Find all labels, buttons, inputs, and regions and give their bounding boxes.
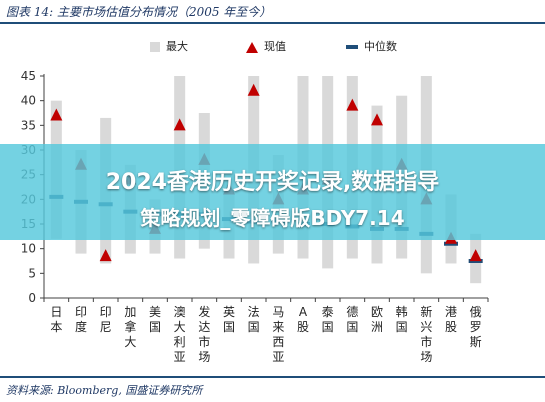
category-label: 大 <box>174 320 186 334</box>
category-label: 股 <box>445 320 457 334</box>
category-label: 马 <box>272 305 284 319</box>
y-tick-label: 10 <box>21 242 36 256</box>
category-label: 德 <box>346 304 358 319</box>
category-label: 罗 <box>470 320 482 334</box>
category-label: 港 <box>445 305 457 319</box>
chart-title: 图表 14: 主要市场估值分布情况（2005 年至今） <box>6 5 272 19</box>
category-label: 澳 <box>174 305 186 319</box>
max-swatch-icon <box>150 42 160 52</box>
legend-label-current: 现值 <box>264 40 286 53</box>
y-tick-label: 5 <box>28 266 36 280</box>
category-label: 印 <box>100 305 112 319</box>
category-label: 国 <box>322 320 334 334</box>
banner-line-2: 策略规划_零障碍版BDY7.14 <box>140 206 405 230</box>
source-note: 资料来源: Bloomberg, 国盛证券研究所 <box>6 384 203 397</box>
category-label: 斯 <box>470 335 482 349</box>
y-tick-label: 45 <box>21 69 36 83</box>
current-marker <box>247 83 260 96</box>
category-label: 拿 <box>124 319 136 334</box>
current-marker <box>99 249 112 262</box>
banner-line-1: 2024香港历史开奖记录,数据指导 <box>105 170 440 195</box>
category-label: 本 <box>50 320 62 334</box>
category-label: 英 <box>223 305 235 319</box>
triangle-icon <box>246 41 258 53</box>
category-label: 亚 <box>272 350 284 364</box>
category-label: 日 <box>50 305 62 319</box>
category-label: 国 <box>223 320 235 334</box>
category-label: 泰 <box>322 305 334 319</box>
legend-label-max: 最大 <box>166 40 188 53</box>
category-label: 场 <box>420 350 432 364</box>
category-label: 国 <box>248 320 260 334</box>
category-label: 利 <box>174 335 186 349</box>
y-tick-label: 0 <box>28 291 36 305</box>
category-label: 发 <box>198 304 210 319</box>
category-label: A <box>299 305 308 319</box>
category-label: 达 <box>198 320 210 334</box>
category-label: 西 <box>272 335 284 349</box>
category-label: 美 <box>149 305 161 319</box>
category-label: 国 <box>346 320 358 334</box>
category-label: 洲 <box>371 320 383 334</box>
legend-item-current: 现值 <box>246 38 286 54</box>
category-label: 市 <box>198 334 210 349</box>
category-label: 来 <box>272 320 284 334</box>
category-label: 亚 <box>174 350 186 364</box>
legend-item-max: 最大 <box>150 38 188 54</box>
category-label: 韩 <box>396 304 408 319</box>
chart-header: 图表 14: 主要市场估值分布情况（2005 年至今） <box>0 0 545 24</box>
category-label: 欧 <box>371 305 383 319</box>
legend: 最大 现值 中位数 <box>150 38 450 54</box>
current-marker <box>371 113 383 126</box>
current-marker <box>173 118 186 131</box>
legend-item-median: 中位数 <box>346 38 397 54</box>
category-label: 市 <box>420 334 432 349</box>
category-label: 俄 <box>470 305 482 319</box>
chart-footer: 资料来源: Bloomberg, 国盛证券研究所 <box>0 376 545 402</box>
y-tick-label: 40 <box>21 94 36 108</box>
category-label: 大 <box>124 335 136 349</box>
category-label: 股 <box>297 320 309 334</box>
category-label: 法 <box>248 305 260 319</box>
category-label: 加 <box>124 305 136 319</box>
category-label: 印 <box>75 305 87 319</box>
category-label: 国 <box>396 320 408 334</box>
legend-label-median: 中位数 <box>364 40 397 53</box>
category-label: 兴 <box>420 320 432 334</box>
current-marker <box>469 249 482 262</box>
overlay-banner: 2024香港历史开奖记录,数据指导 策略规划_零障碍版BDY7.14 <box>0 144 545 240</box>
y-tick-label: 35 <box>21 118 36 132</box>
category-label: 度 <box>75 319 87 334</box>
category-label: 尼 <box>100 320 112 334</box>
current-marker <box>50 108 63 121</box>
category-label: 场 <box>198 350 210 364</box>
category-label: 新 <box>420 304 432 319</box>
median-dash-icon <box>346 45 358 49</box>
category-label: 国 <box>149 320 161 334</box>
current-marker <box>346 98 359 111</box>
